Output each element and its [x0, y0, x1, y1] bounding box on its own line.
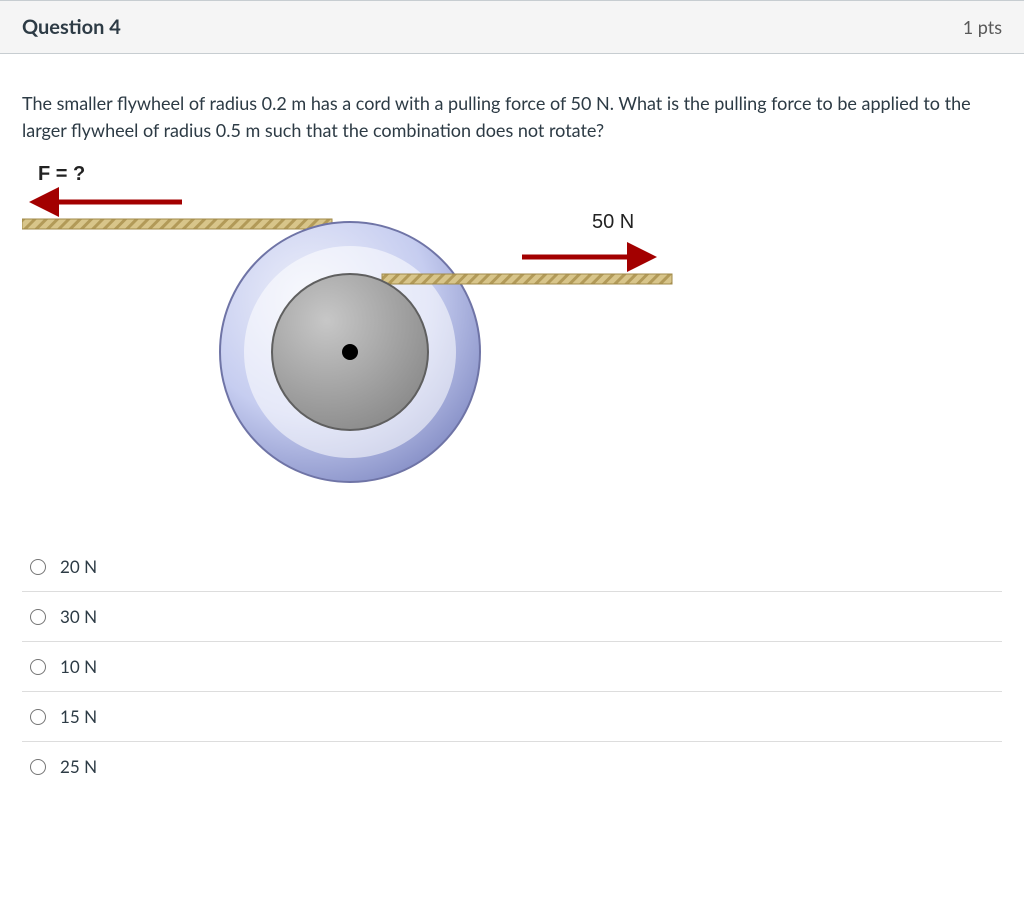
- answer-option[interactable]: 25 N: [22, 742, 1002, 791]
- answer-radio[interactable]: [30, 709, 46, 725]
- flywheel-diagram: F = ? 50 N: [22, 162, 682, 522]
- answer-option[interactable]: 10 N: [22, 642, 1002, 692]
- question-text: The smaller flywheel of radius 0.2 m has…: [22, 90, 1002, 144]
- question-points: 1 pts: [963, 16, 1002, 38]
- answer-radio[interactable]: [30, 759, 46, 775]
- answer-label: 15 N: [60, 706, 97, 727]
- answer-label: 10 N: [60, 656, 97, 677]
- answer-option[interactable]: 15 N: [22, 692, 1002, 742]
- answer-option[interactable]: 20 N: [22, 542, 1002, 592]
- answer-label: 30 N: [60, 606, 97, 627]
- question-header: Question 4 1 pts: [0, 1, 1024, 54]
- answer-label: 20 N: [60, 556, 97, 577]
- answer-radio[interactable]: [30, 659, 46, 675]
- answer-option[interactable]: 30 N: [22, 592, 1002, 642]
- diagram-svg: F = ? 50 N: [22, 162, 682, 522]
- answer-label: 25 N: [60, 756, 97, 777]
- svg-text:50 N: 50 N: [592, 211, 634, 233]
- answer-list: 20 N 30 N 10 N 15 N 25 N: [22, 542, 1002, 791]
- question-title: Question 4: [22, 15, 121, 39]
- answer-radio[interactable]: [30, 559, 46, 575]
- question-body: The smaller flywheel of radius 0.2 m has…: [0, 54, 1024, 522]
- question-card: Question 4 1 pts The smaller flywheel of…: [0, 0, 1024, 791]
- answer-radio[interactable]: [30, 609, 46, 625]
- svg-text:F = ?: F = ?: [38, 163, 85, 185]
